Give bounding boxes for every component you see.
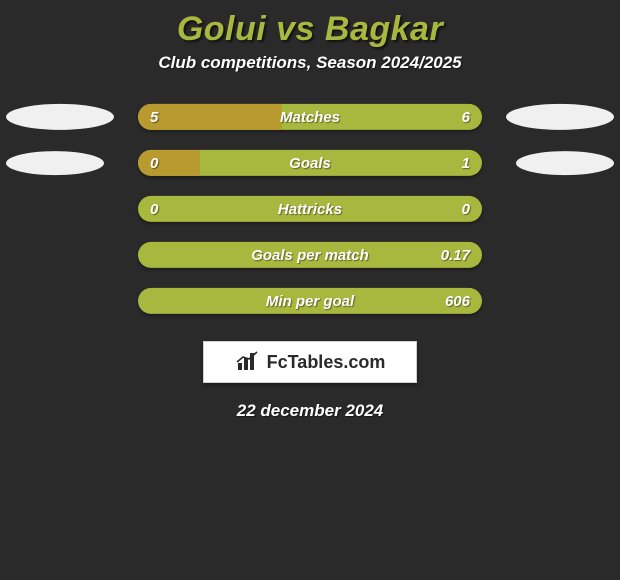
stat-label: Goals <box>138 150 482 176</box>
stat-label: Hattricks <box>138 196 482 222</box>
player-left-marker <box>6 151 104 175</box>
stat-bar: Goals per match0.17 <box>138 242 482 268</box>
stat-value-right: 0 <box>462 196 470 222</box>
stat-row: 0Hattricks0 <box>0 189 620 235</box>
player-right-marker <box>506 104 614 130</box>
stat-value-right: 6 <box>462 104 470 130</box>
stat-row: Min per goal606 <box>0 281 620 327</box>
page-subtitle: Club competitions, Season 2024/2025 <box>0 53 620 97</box>
stat-bar: 5Matches6 <box>138 104 482 130</box>
stat-row: 5Matches6 <box>0 97 620 143</box>
stat-value-right: 0.17 <box>441 242 470 268</box>
bar-chart-icon <box>235 351 261 373</box>
stat-label: Goals per match <box>138 242 482 268</box>
stat-bar: 0Goals1 <box>138 150 482 176</box>
stat-label: Matches <box>138 104 482 130</box>
snapshot-date: 22 december 2024 <box>0 401 620 421</box>
player-right-marker <box>516 151 614 175</box>
page-title: Golui vs Bagkar <box>0 0 620 53</box>
player-left-marker <box>6 104 114 130</box>
stats-area: 5Matches60Goals10Hattricks0Goals per mat… <box>0 97 620 327</box>
stat-row: Goals per match0.17 <box>0 235 620 281</box>
comparison-card: Golui vs Bagkar Club competitions, Seaso… <box>0 0 620 580</box>
brand-logo-text: FcTables.com <box>267 352 386 373</box>
stat-value-right: 1 <box>462 150 470 176</box>
brand-logo[interactable]: FcTables.com <box>203 341 417 383</box>
stat-row: 0Goals1 <box>0 143 620 189</box>
stat-bar: Min per goal606 <box>138 288 482 314</box>
stat-value-right: 606 <box>445 288 470 314</box>
stat-label: Min per goal <box>138 288 482 314</box>
stat-bar: 0Hattricks0 <box>138 196 482 222</box>
